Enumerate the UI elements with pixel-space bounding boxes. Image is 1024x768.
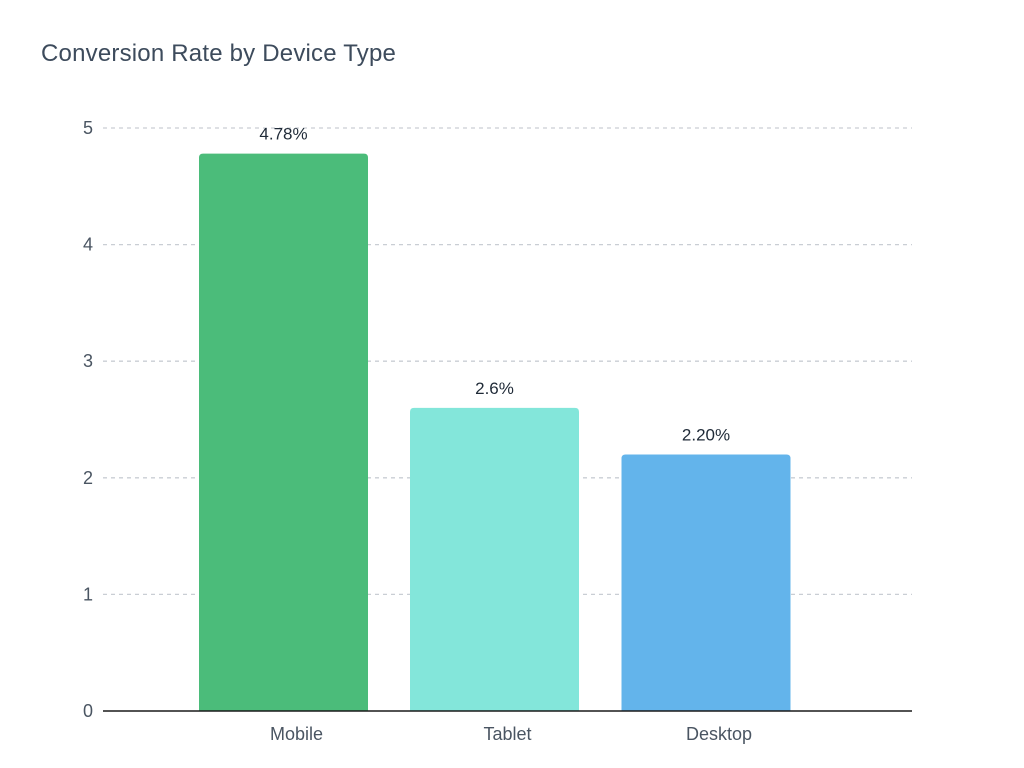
bars [199, 153, 791, 712]
x-tick-label-mobile: Mobile [270, 724, 323, 744]
y-tick-label: 5 [83, 118, 93, 138]
x-axis-ticks: Mobile Tablet Desktop [270, 724, 752, 744]
y-tick-label: 3 [83, 351, 93, 371]
data-label-tablet: 2.6% [475, 379, 514, 398]
x-tick-label-tablet: Tablet [483, 724, 531, 744]
y-tick-label: 4 [83, 235, 93, 255]
y-axis-ticks: 0 1 2 3 4 5 [83, 118, 93, 721]
bar-mobile [199, 153, 368, 712]
x-tick-label-desktop: Desktop [686, 724, 752, 744]
y-tick-label: 0 [83, 701, 93, 721]
y-tick-label: 1 [83, 584, 93, 604]
bar-desktop [621, 454, 791, 711]
y-tick-label: 2 [83, 468, 93, 488]
data-label-mobile: 4.78% [259, 125, 307, 144]
bar-tablet [410, 407, 579, 711]
chart-title: Conversion Rate by Device Type [41, 40, 397, 67]
data-labels: 4.78% 2.6% 2.20% [259, 125, 730, 445]
data-label-desktop: 2.20% [682, 425, 730, 444]
